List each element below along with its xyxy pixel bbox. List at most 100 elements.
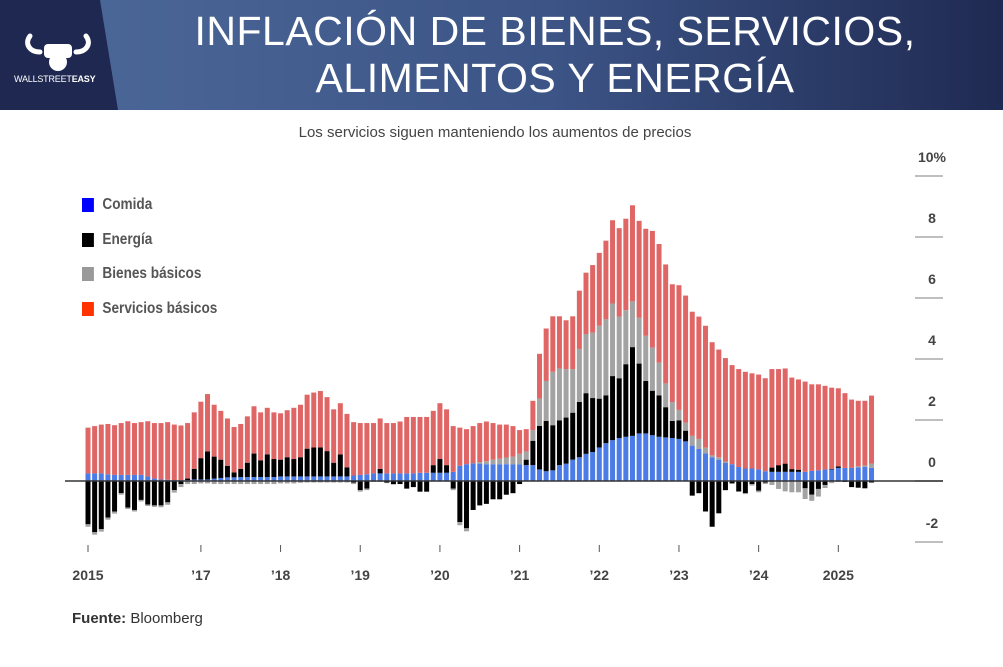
bar-energ-a-2024-10 xyxy=(815,481,821,489)
bar-bienes-b-sicos-2018-10 xyxy=(337,481,343,483)
bar-bienes-b-sicos-2016-09 xyxy=(171,490,177,493)
bar-energ-a-2020-09 xyxy=(490,481,496,500)
bar-comida-2020-08 xyxy=(483,464,489,481)
bar-energ-a-2016-03 xyxy=(131,481,137,510)
bar-bienes-b-sicos-2024-01 xyxy=(756,490,762,493)
bar-servicios-b-sicos-2021-01 xyxy=(517,430,523,454)
bar-servicios-b-sicos-2022-11 xyxy=(663,264,669,384)
bar-servicios-b-sicos-2020-09 xyxy=(490,423,496,460)
bar-comida-2022-10 xyxy=(656,436,662,481)
bar-energ-a-2019-02 xyxy=(364,481,370,489)
bar-energ-a-2020-08 xyxy=(483,481,489,504)
legend-swatch-servicios xyxy=(82,302,94,316)
bar-servicios-b-sicos-2019-12 xyxy=(430,410,436,466)
bar-comida-2019-02 xyxy=(364,474,370,481)
bar-servicios-b-sicos-2023-09 xyxy=(729,365,735,465)
bar-comida-2017-05 xyxy=(224,477,230,481)
bar-energ-a-2017-07 xyxy=(238,468,244,478)
bar-energ-a-2020-10 xyxy=(497,481,503,500)
bar-servicios-b-sicos-2015-08 xyxy=(85,427,91,474)
bar-comida-2018-01 xyxy=(278,476,284,481)
bar-servicios-b-sicos-2022-10 xyxy=(656,244,662,363)
bar-servicios-b-sicos-2024-05 xyxy=(782,368,788,464)
bar-comida-2015-11 xyxy=(105,474,111,481)
bar-comida-2019-01 xyxy=(357,474,363,481)
bar-comida-2023-06 xyxy=(709,457,715,481)
bar-servicios-b-sicos-2022-08 xyxy=(643,228,649,336)
bar-bienes-b-sicos-2025-06 xyxy=(869,463,875,468)
bar-bienes-b-sicos-2018-12 xyxy=(351,482,357,485)
bar-servicios-b-sicos-2020-01 xyxy=(437,403,443,460)
bar-comida-2022-08 xyxy=(643,433,649,481)
bar-energ-a-2023-02 xyxy=(683,430,689,442)
bar-energ-a-2024-04 xyxy=(776,465,782,472)
bar-energ-a-2022-11 xyxy=(663,407,669,438)
bar-bienes-b-sicos-2021-11 xyxy=(583,333,589,394)
bar-servicios-b-sicos-2018-09 xyxy=(331,409,337,463)
bar-bienes-b-sicos-2021-10 xyxy=(576,348,582,403)
bar-energ-a-2017-01 xyxy=(198,458,204,480)
bar-servicios-b-sicos-2019-07 xyxy=(397,421,403,474)
bar-bienes-b-sicos-2022-01 xyxy=(596,325,602,399)
bar-comida-2024-06 xyxy=(789,471,795,481)
bar-energ-a-2022-07 xyxy=(636,363,642,434)
bar-comida-2019-12 xyxy=(430,472,436,481)
bar-energ-a-2023-03 xyxy=(689,481,695,496)
legend-item-bienes: Bienes básicos xyxy=(82,265,201,283)
x-tick-label: ’20 xyxy=(430,567,450,583)
bar-bienes-b-sicos-2018-02 xyxy=(284,481,290,484)
bar-bienes-b-sicos-2024-05 xyxy=(782,481,788,492)
bar-comida-2017-04 xyxy=(218,477,224,481)
bar-servicios-b-sicos-2023-11 xyxy=(742,371,748,469)
bar-bienes-b-sicos-2018-06 xyxy=(311,481,317,483)
bar-comida-2023-03 xyxy=(689,445,695,481)
bar-energ-a-2017-03 xyxy=(211,456,217,479)
bar-servicios-b-sicos-2018-10 xyxy=(337,403,343,455)
bar-comida-2020-10 xyxy=(497,464,503,481)
bar-comida-2021-03 xyxy=(530,465,536,481)
bar-comida-2017-03 xyxy=(211,478,217,481)
bar-comida-2020-02 xyxy=(444,472,450,481)
bar-servicios-b-sicos-2018-11 xyxy=(344,413,350,468)
bar-comida-2022-03 xyxy=(610,440,616,481)
bar-comida-2021-04 xyxy=(537,469,543,481)
bar-servicios-b-sicos-2022-03 xyxy=(610,220,616,304)
bar-servicios-b-sicos-2025-04 xyxy=(855,400,861,467)
bar-bienes-b-sicos-2022-10 xyxy=(656,362,662,396)
bar-bienes-b-sicos-2016-02 xyxy=(125,507,131,510)
source-note: Fuente: Bloomberg xyxy=(72,610,203,627)
bar-bienes-b-sicos-2019-02 xyxy=(364,488,370,491)
bar-bienes-b-sicos-2025-05 xyxy=(862,465,868,467)
bar-servicios-b-sicos-2019-02 xyxy=(364,423,370,475)
bar-comida-2015-12 xyxy=(112,474,118,481)
bar-energ-a-2016-06 xyxy=(151,481,157,506)
bar-comida-2017-06 xyxy=(231,477,237,481)
bar-energ-a-2025-03 xyxy=(849,481,855,488)
bar-bienes-b-sicos-2022-07 xyxy=(636,317,642,364)
bar-bienes-b-sicos-2016-04 xyxy=(138,499,144,502)
bar-energ-a-2017-11 xyxy=(264,454,270,478)
bar-comida-2021-08 xyxy=(563,463,569,481)
bar-energ-a-2021-01 xyxy=(517,481,523,485)
bar-bienes-b-sicos-2016-07 xyxy=(158,505,164,508)
bar-bienes-b-sicos-2018-03 xyxy=(291,481,297,484)
bar-comida-2015-08 xyxy=(85,473,91,481)
bar-energ-a-2024-02 xyxy=(762,481,768,483)
bar-energ-a-2021-11 xyxy=(583,393,589,454)
bar-energ-a-2019-10 xyxy=(417,481,423,492)
bar-bienes-b-sicos-2023-04 xyxy=(696,438,702,449)
bar-energ-a-2015-12 xyxy=(112,481,118,512)
bar-energ-a-2018-11 xyxy=(344,467,350,477)
bar-energ-a-2018-10 xyxy=(337,454,343,477)
bar-comida-2021-05 xyxy=(543,471,549,481)
bar-servicios-b-sicos-2022-05 xyxy=(623,218,629,311)
bar-energ-a-2025-04 xyxy=(855,481,861,488)
bar-comida-2024-10 xyxy=(815,470,821,481)
bar-servicios-b-sicos-2017-03 xyxy=(211,404,217,457)
bar-servicios-b-sicos-2018-02 xyxy=(284,410,290,458)
bar-comida-2024-05 xyxy=(782,471,788,481)
bar-comida-2023-01 xyxy=(676,438,682,481)
bar-servicios-b-sicos-2025-01 xyxy=(835,388,841,467)
bar-comida-2023-08 xyxy=(722,463,728,481)
